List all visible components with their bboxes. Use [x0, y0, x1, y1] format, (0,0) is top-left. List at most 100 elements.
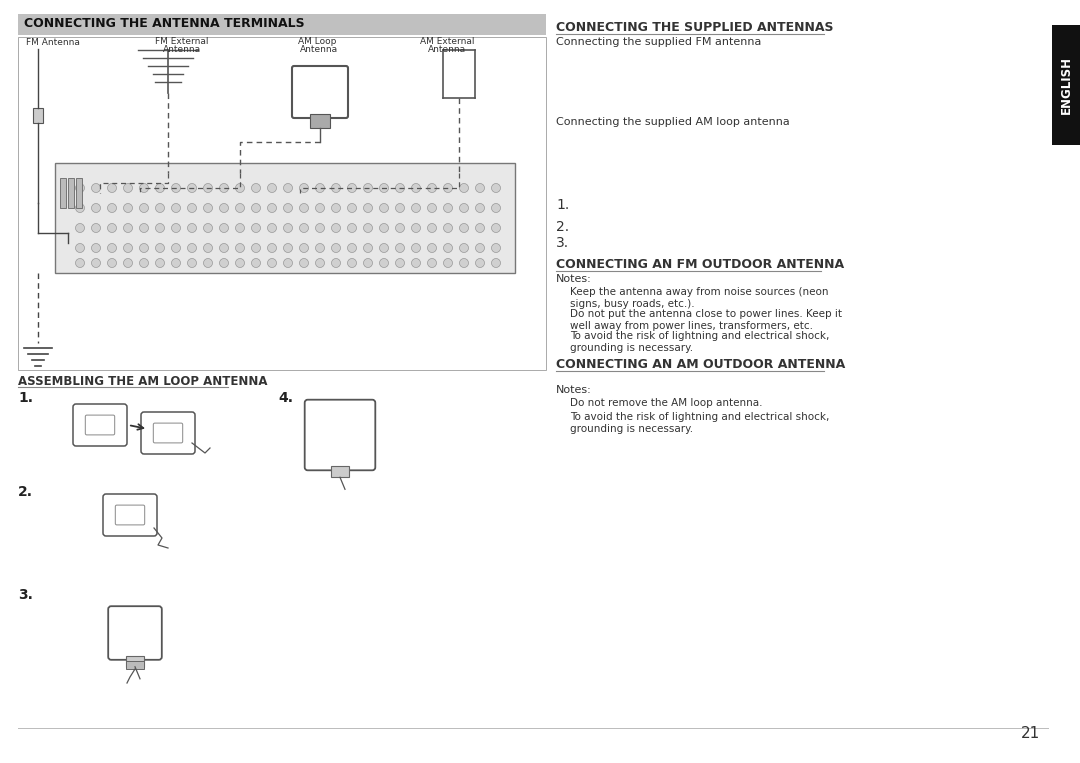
Circle shape	[411, 183, 420, 192]
Text: ENGLISH: ENGLISH	[1059, 56, 1072, 114]
Circle shape	[172, 204, 180, 213]
Circle shape	[364, 224, 373, 233]
Circle shape	[364, 243, 373, 253]
Bar	[310, 114, 330, 128]
Circle shape	[491, 259, 500, 268]
Bar	[126, 656, 144, 667]
Circle shape	[379, 224, 389, 233]
Circle shape	[235, 224, 244, 233]
Circle shape	[268, 204, 276, 213]
Bar	[68, 178, 75, 208]
Circle shape	[444, 243, 453, 253]
Text: CONNECTING THE ANTENNA TERMINALS: CONNECTING THE ANTENNA TERMINALS	[24, 17, 305, 30]
Circle shape	[156, 204, 164, 213]
Text: FM External: FM External	[156, 37, 208, 46]
Circle shape	[139, 183, 149, 192]
Circle shape	[332, 224, 340, 233]
Circle shape	[156, 183, 164, 192]
Circle shape	[379, 259, 389, 268]
Circle shape	[188, 204, 197, 213]
Circle shape	[139, 259, 149, 268]
Circle shape	[123, 243, 133, 253]
Circle shape	[411, 224, 420, 233]
Circle shape	[379, 204, 389, 213]
Text: 21: 21	[1021, 726, 1040, 741]
Circle shape	[268, 183, 276, 192]
Circle shape	[188, 243, 197, 253]
Circle shape	[315, 259, 324, 268]
Circle shape	[332, 183, 340, 192]
Circle shape	[459, 204, 469, 213]
Circle shape	[172, 243, 180, 253]
Circle shape	[315, 183, 324, 192]
Circle shape	[364, 259, 373, 268]
Circle shape	[299, 224, 309, 233]
Circle shape	[283, 204, 293, 213]
Circle shape	[332, 204, 340, 213]
Text: To avoid the risk of lightning and electrical shock,
grounding is necessary.: To avoid the risk of lightning and elect…	[570, 331, 829, 353]
Bar	[76, 178, 82, 208]
Circle shape	[219, 183, 229, 192]
Bar	[1052, 25, 1080, 145]
Circle shape	[188, 183, 197, 192]
Circle shape	[235, 243, 244, 253]
Circle shape	[139, 243, 149, 253]
Circle shape	[428, 224, 436, 233]
Circle shape	[252, 243, 260, 253]
Circle shape	[123, 204, 133, 213]
Circle shape	[92, 224, 100, 233]
Text: 4.: 4.	[278, 391, 293, 405]
Circle shape	[156, 259, 164, 268]
Circle shape	[156, 243, 164, 253]
Circle shape	[428, 243, 436, 253]
Bar	[33, 108, 43, 123]
Circle shape	[156, 224, 164, 233]
Circle shape	[283, 259, 293, 268]
Circle shape	[219, 224, 229, 233]
Circle shape	[203, 183, 213, 192]
Circle shape	[108, 243, 117, 253]
Text: Antenna: Antenna	[163, 45, 201, 54]
Circle shape	[76, 183, 84, 192]
Text: Notes:: Notes:	[556, 385, 592, 395]
Text: Do not remove the AM loop antenna.: Do not remove the AM loop antenna.	[570, 398, 762, 408]
Text: Connecting the supplied AM loop antenna: Connecting the supplied AM loop antenna	[556, 117, 789, 127]
Circle shape	[252, 204, 260, 213]
Circle shape	[203, 204, 213, 213]
Circle shape	[299, 259, 309, 268]
Circle shape	[459, 259, 469, 268]
Circle shape	[219, 204, 229, 213]
Circle shape	[235, 259, 244, 268]
Circle shape	[444, 259, 453, 268]
Circle shape	[283, 243, 293, 253]
Text: Notes:: Notes:	[556, 274, 592, 284]
Text: CONNECTING AN FM OUTDOOR ANTENNA: CONNECTING AN FM OUTDOOR ANTENNA	[556, 258, 845, 271]
Text: Antenna: Antenna	[300, 45, 338, 54]
Circle shape	[235, 183, 244, 192]
Circle shape	[491, 204, 500, 213]
Circle shape	[444, 204, 453, 213]
Circle shape	[219, 259, 229, 268]
Circle shape	[235, 204, 244, 213]
Bar	[18, 37, 546, 370]
Circle shape	[428, 204, 436, 213]
Text: 1.: 1.	[18, 391, 33, 405]
Circle shape	[92, 183, 100, 192]
Circle shape	[76, 259, 84, 268]
Circle shape	[475, 183, 485, 192]
Circle shape	[491, 183, 500, 192]
Circle shape	[203, 259, 213, 268]
Circle shape	[315, 243, 324, 253]
Bar	[126, 661, 144, 669]
Circle shape	[92, 204, 100, 213]
Text: CONNECTING THE SUPPLIED ANTENNAS: CONNECTING THE SUPPLIED ANTENNAS	[556, 21, 834, 34]
Circle shape	[491, 243, 500, 253]
Text: Keep the antenna away from noise sources (neon
signs, busy roads, etc.).: Keep the antenna away from noise sources…	[570, 287, 828, 308]
Text: AM Loop: AM Loop	[298, 37, 336, 46]
Circle shape	[108, 224, 117, 233]
Text: To avoid the risk of lightning and electrical shock,
grounding is necessary.: To avoid the risk of lightning and elect…	[570, 412, 829, 433]
Circle shape	[123, 259, 133, 268]
Circle shape	[268, 259, 276, 268]
Circle shape	[332, 259, 340, 268]
Circle shape	[379, 183, 389, 192]
